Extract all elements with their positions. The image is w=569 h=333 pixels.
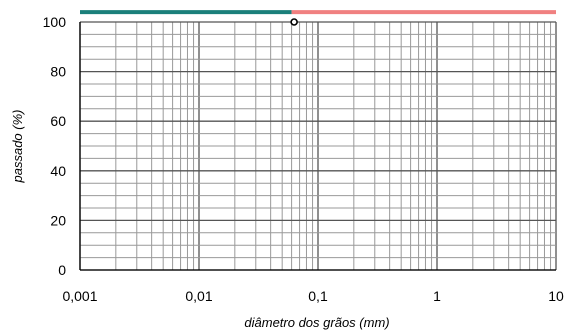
x-tick-label: 0,01 <box>185 288 212 304</box>
x-tick-label: 10 <box>548 288 564 304</box>
y-tick-label: 100 <box>43 14 67 30</box>
x-axis-title: diâmetro dos grãos (mm) <box>244 315 389 330</box>
y-tick-label: 0 <box>58 262 66 278</box>
data-points <box>290 18 298 26</box>
y-tick-label: 80 <box>50 64 66 80</box>
grid <box>79 21 557 271</box>
y-tick-label: 60 <box>50 113 66 129</box>
x-tick-label: 0,001 <box>62 288 97 304</box>
x-tick-label: 1 <box>433 288 441 304</box>
y-tick-label: 40 <box>50 163 66 179</box>
x-tick-labels: 0,001 0,01 0,1 1 10 <box>62 288 564 304</box>
x-tick-label: 0,1 <box>308 288 328 304</box>
y-tick-labels: 0 20 40 60 80 100 <box>43 14 67 278</box>
data-point <box>290 18 298 26</box>
y-axis-title: passado (%) <box>10 110 25 184</box>
y-tick-label: 20 <box>50 212 66 228</box>
